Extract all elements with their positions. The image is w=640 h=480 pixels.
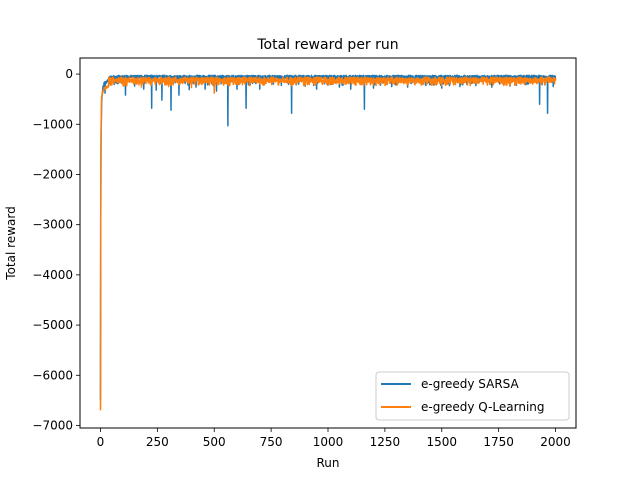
y-tick-label: 0 [65, 67, 73, 81]
legend: e-greedy SARSA e-greedy Q-Learning [375, 371, 570, 421]
x-axis: 0 250 500 750 1000 1250 1500 1750 2000 [97, 428, 571, 449]
series-layer [99, 74, 557, 411]
y-axis-title: Total reward [4, 206, 18, 280]
x-tick-label: 500 [203, 435, 226, 449]
y-tick-label: −2000 [32, 167, 73, 181]
y-tick-label: −1000 [32, 117, 73, 131]
x-tick-label: 1500 [426, 435, 457, 449]
y-tick-label: −5000 [32, 318, 73, 332]
x-tick-label: 1000 [313, 435, 344, 449]
y-tick-label: −6000 [32, 368, 73, 382]
legend-label-qlearning: e-greedy Q-Learning [421, 400, 545, 414]
x-tick-label: 1750 [483, 435, 514, 449]
x-tick-label: 2000 [540, 435, 571, 449]
legend-box [375, 371, 570, 421]
y-axis: −7000 −6000 −5000 −4000 −3000 −2000 −1000 0 [32, 67, 80, 432]
x-tick-label: 750 [260, 435, 283, 449]
y-tick-label: −3000 [32, 218, 73, 232]
x-tick-label: 1250 [370, 435, 401, 449]
x-tick-label: 0 [97, 435, 105, 449]
y-tick-label: −4000 [32, 268, 73, 282]
y-tick-label: −7000 [32, 418, 73, 432]
x-axis-title: Run [316, 456, 339, 470]
x-tick-label: 250 [146, 435, 169, 449]
legend-label-sarsa: e-greedy SARSA [421, 377, 520, 391]
series-qlearning-line [99, 76, 557, 411]
series-sarsa-line [99, 74, 557, 401]
chart-title: Total reward per run [256, 37, 398, 53]
